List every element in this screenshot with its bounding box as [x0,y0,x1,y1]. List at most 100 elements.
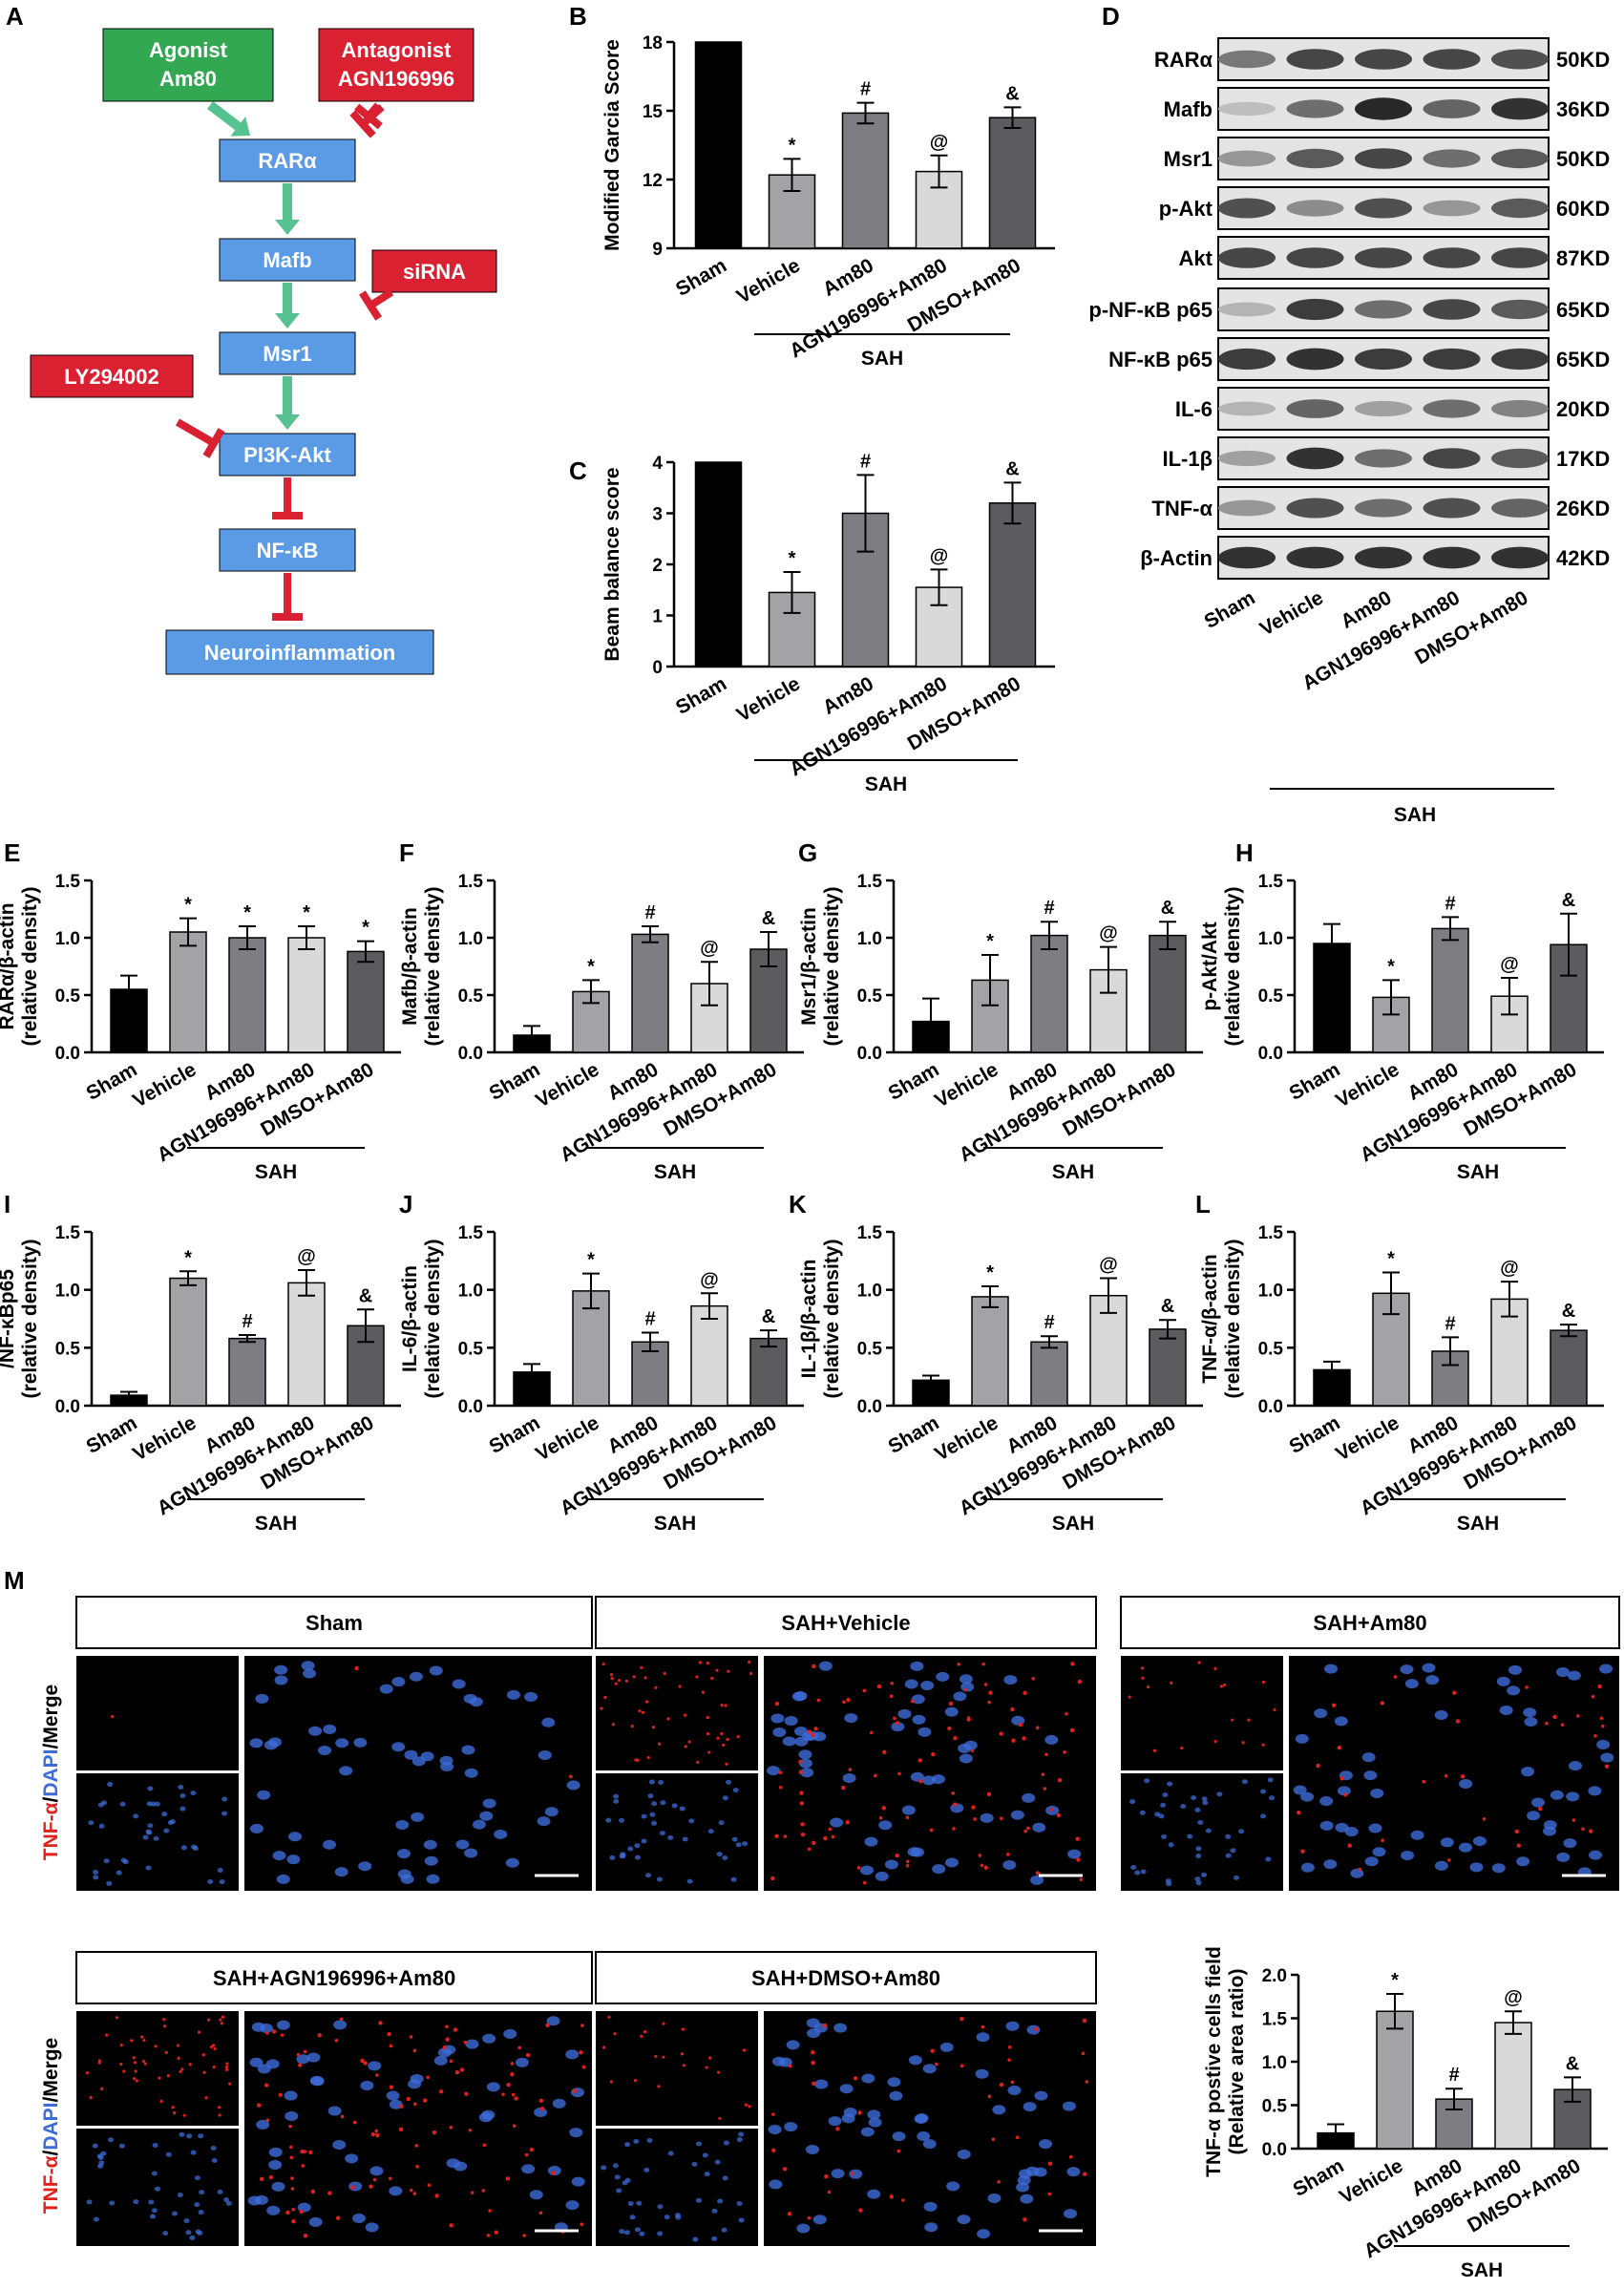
dapi-nucleus [641,1838,647,1844]
merge-tnf-punctum [340,2114,345,2119]
tnf-channel-image [1121,1656,1283,1770]
tnf-punctum [724,1704,728,1707]
merge-tnf-punctum [973,1817,977,1821]
merge-tnf-punctum [798,1770,803,1774]
significance-mark: @ [700,938,719,959]
tnf-punctum [130,2039,134,2043]
sah-label: SAH [1457,1161,1499,1183]
merge-tnf-punctum [1593,1733,1597,1738]
dapi-nucleus [648,1779,655,1785]
merge-tnf-punctum [835,2127,840,2131]
merge-tnf-punctum [889,1694,894,1699]
dapi-nucleus [645,1873,652,1878]
tnf-punctum [1231,1718,1234,1722]
y-tick-label: 1.5 [1258,1223,1284,1243]
western-band [1286,447,1344,470]
merge-tnf-punctum [1057,1777,1063,1783]
tnf-punctum [179,2069,182,2074]
merge-nucleus [256,2119,270,2130]
tnf-punctum [180,2067,184,2071]
merge-nucleus [839,2084,854,2094]
merge-tnf-punctum [505,2176,511,2181]
merge-nucleus [977,2229,991,2239]
tnf-punctum [143,2062,147,2066]
bar-chart-h: 0.0 0.5 1.0 1.5 p-Akt/Akt (relative density) S… [1199,872,1604,1183]
merge-nucleus [1472,1835,1487,1846]
western-row-label: IL-6 [1175,397,1213,421]
dapi-nucleus [153,1835,159,1841]
y-tick-label: 0.5 [458,1339,484,1359]
merge-nucleus [276,2020,290,2030]
channel-label-part: / [40,1796,62,1802]
image-title-box [595,1596,1097,1649]
merge-tnf-punctum [289,2145,293,2150]
merge-nucleus [1440,1837,1454,1848]
merge-tnf-punctum [573,2088,578,2093]
dapi-nucleus [1260,1813,1267,1819]
merge-tnf-punctum [988,1690,993,1695]
merge-tnf-punctum [375,2073,379,2077]
merge-tnf-punctum [1015,2135,1020,2140]
merge-nucleus [472,1819,486,1830]
merge-nucleus [323,1724,337,1734]
tnf-punctum [176,2044,180,2047]
sah-label: SAH [865,774,907,795]
merge-nucleus [301,1661,315,1671]
dapi-nucleus [711,2236,718,2241]
western-band [1491,400,1549,417]
dapi-nucleus [198,2210,204,2215]
merge-tnf-punctum [278,2092,283,2097]
merge-nucleus [1300,1862,1315,1873]
dapi-nucleus [620,1852,626,1857]
merge-tnf-punctum [1018,1722,1023,1727]
tnf-punctum [603,1695,607,1700]
merge-tnf-punctum [1047,2192,1052,2196]
western-row-kd: 65KD [1556,298,1610,322]
merge-nucleus [1434,1709,1448,1720]
dapi-nucleus [1241,1779,1248,1785]
dapi-nucleus [1180,1803,1187,1809]
merge-nucleus [784,1716,798,1727]
merge-nucleus [1459,1778,1473,1789]
merge-nucleus [464,1848,478,1858]
dapi-nucleus [217,2189,223,2194]
dapi-nucleus [619,2229,625,2235]
merge-tnf-punctum [1337,1745,1342,1750]
merge-nucleus [818,1661,833,1671]
merge-tnf-punctum [1034,2026,1039,2031]
western-band [1218,302,1276,317]
dapi-nucleus [723,2140,729,2146]
dapi-nucleus [624,2142,631,2148]
tnf-punctum [678,1685,682,1688]
merge-nucleus [424,1855,438,1866]
bar-chart-e: 0.0 0.5 1.0 1.5 RARα/β-actin (relative densit… [0,872,401,1183]
merge-nucleus [911,1694,925,1705]
dapi-nucleus [1130,1864,1137,1870]
tnf-punctum [211,2044,216,2047]
merge-nucleus [308,2216,323,2227]
merge-tnf-punctum [1297,1810,1301,1815]
dapi-nucleus [664,2215,670,2220]
western-row: IL-1β 17KD [1162,436,1610,480]
merge-nucleus [891,1722,905,1732]
merge-nucleus [332,2139,347,2150]
merge-tnf-punctum [905,1815,910,1819]
dapi-nucleus [154,1801,160,1807]
merge-nucleus [830,1817,844,1828]
merge-tnf-punctum [1599,1716,1604,1721]
merge-nucleus [784,2122,798,2132]
dapi-nucleus [647,1793,654,1799]
image-title-box [75,1596,593,1649]
merge-nucleus [264,1740,278,1750]
merge-nucleus [917,2130,931,2141]
dapi-nucleus [679,1806,685,1812]
merge-tnf-punctum [335,2215,341,2220]
dapi-nucleus [1195,1853,1202,1858]
dapi-nucleus [730,1876,737,1882]
merge-nucleus [833,2023,848,2033]
significance-mark: @ [930,545,949,566]
bar [1494,2022,1532,2150]
tnf-punctum [1219,1685,1224,1688]
dapi-nucleus [161,1812,168,1817]
